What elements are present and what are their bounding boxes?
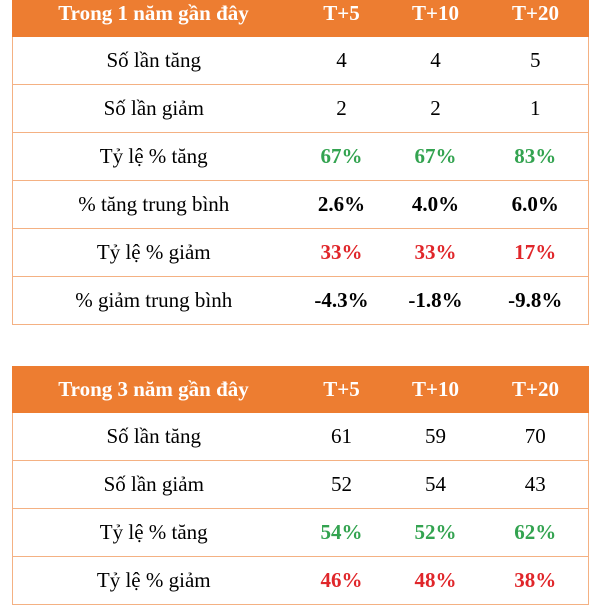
- header-t5: T+5: [294, 366, 389, 413]
- table-header-row: Trong 3 năm gần đây T+5 T+10 T+20: [12, 366, 589, 413]
- value-t10: 67%: [388, 132, 483, 181]
- row-label: Số lần tăng: [12, 413, 295, 461]
- table-row: Số lần tăng 4 4 5: [12, 37, 589, 85]
- row-label: Số lần tăng: [12, 37, 295, 85]
- value-t5: 4: [294, 37, 389, 85]
- value-t10: 33%: [388, 228, 483, 277]
- value-t20: 38%: [482, 556, 589, 605]
- row-label: Tỷ lệ % tăng: [12, 132, 295, 181]
- table-row: Tỷ lệ % giảm 46% 48% 38%: [12, 556, 589, 605]
- row-label: Tỷ lệ % giảm: [12, 228, 295, 277]
- value-t10: -1.8%: [388, 276, 483, 325]
- value-t20: 17%: [482, 228, 589, 277]
- table-header-row: Trong 1 năm gần đây T+5 T+10 T+20: [12, 0, 589, 37]
- table-row: Số lần giảm 2 2 1: [12, 84, 589, 133]
- value-t5: -4.3%: [294, 276, 389, 325]
- stats-table-1-year: Trong 1 năm gần đây T+5 T+10 T+20 Số lần…: [12, 0, 589, 325]
- table-row: Tỷ lệ % giảm 33% 33% 17%: [12, 228, 589, 277]
- value-t5: 52: [294, 460, 389, 509]
- table-row: Số lần tăng 61 59 70: [12, 413, 589, 461]
- header-t10: T+10: [388, 0, 483, 37]
- value-t10: 2: [388, 84, 483, 133]
- value-t20: -9.8%: [482, 276, 589, 325]
- row-label: Số lần giảm: [12, 84, 295, 133]
- row-label: % giảm trung bình: [12, 276, 295, 325]
- value-t20: 83%: [482, 132, 589, 181]
- value-t5: 67%: [294, 132, 389, 181]
- header-period: Trong 3 năm gần đây: [12, 366, 295, 413]
- value-t5: 33%: [294, 228, 389, 277]
- value-t20: 62%: [482, 508, 589, 557]
- value-t10: 4: [388, 37, 483, 85]
- table-row: % tăng trung bình 2.6% 4.0% 6.0%: [12, 180, 589, 229]
- header-t20: T+20: [482, 0, 589, 37]
- table-row: Tỷ lệ % tăng 54% 52% 62%: [12, 508, 589, 557]
- header-t20: T+20: [482, 366, 589, 413]
- value-t5: 54%: [294, 508, 389, 557]
- value-t10: 52%: [388, 508, 483, 557]
- row-label: Số lần giảm: [12, 460, 295, 509]
- header-t10: T+10: [388, 366, 483, 413]
- stats-table-3-years: Trong 3 năm gần đây T+5 T+10 T+20 Số lần…: [12, 366, 589, 605]
- value-t10: 54: [388, 460, 483, 509]
- value-t5: 2: [294, 84, 389, 133]
- value-t20: 43: [482, 460, 589, 509]
- row-label: Tỷ lệ % giảm: [12, 556, 295, 605]
- table-row: Tỷ lệ % tăng 67% 67% 83%: [12, 132, 589, 181]
- value-t10: 48%: [388, 556, 483, 605]
- value-t5: 2.6%: [294, 180, 389, 229]
- header-t5: T+5: [294, 0, 389, 37]
- value-t10: 59: [388, 413, 483, 461]
- table-row: % giảm trung bình -4.3% -1.8% -9.8%: [12, 276, 589, 325]
- header-period: Trong 1 năm gần đây: [12, 0, 295, 37]
- value-t10: 4.0%: [388, 180, 483, 229]
- value-t5: 46%: [294, 556, 389, 605]
- value-t20: 1: [482, 84, 589, 133]
- value-t20: 6.0%: [482, 180, 589, 229]
- row-label: Tỷ lệ % tăng: [12, 508, 295, 557]
- table-row: Số lần giảm 52 54 43: [12, 460, 589, 509]
- value-t5: 61: [294, 413, 389, 461]
- row-label: % tăng trung bình: [12, 180, 295, 229]
- value-t20: 70: [482, 413, 589, 461]
- value-t20: 5: [482, 37, 589, 85]
